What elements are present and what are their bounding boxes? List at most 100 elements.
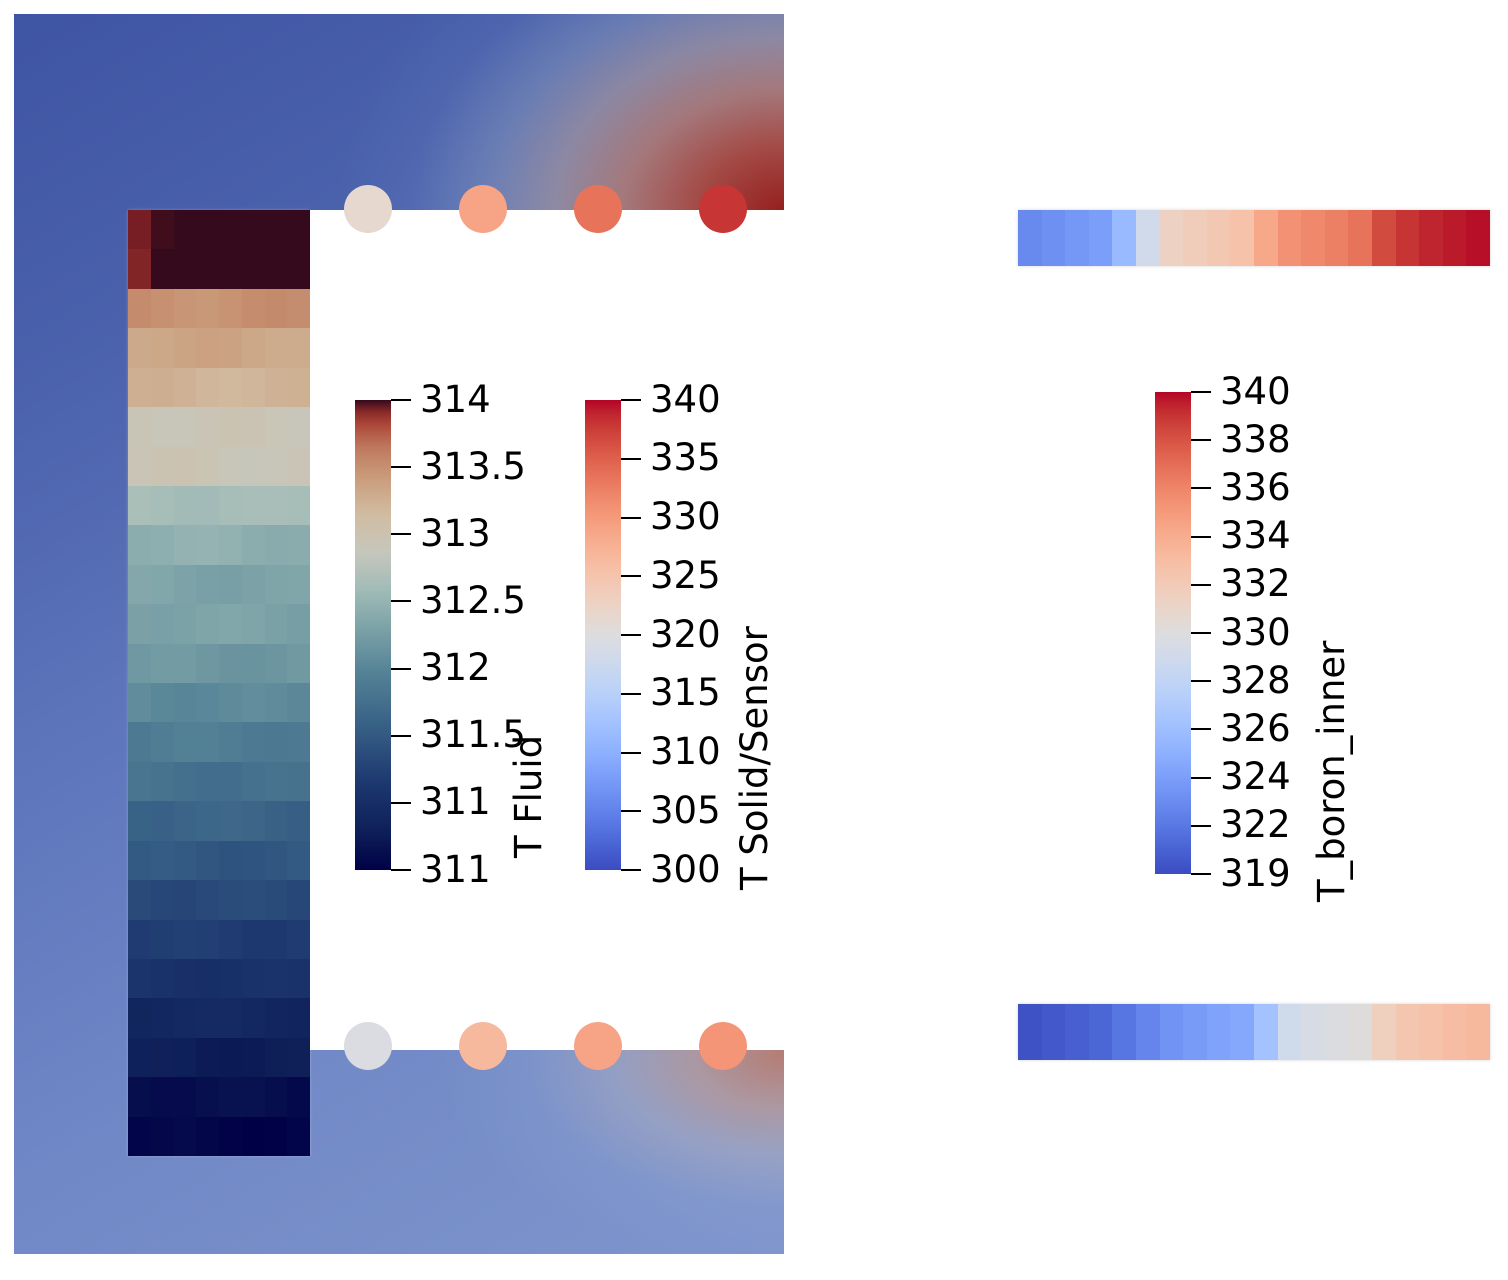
fluid-cell — [219, 801, 242, 841]
tick-mark — [1191, 535, 1211, 538]
tick-mark — [1191, 391, 1211, 393]
fluid-cell — [264, 801, 288, 841]
fluid-cell — [128, 958, 151, 999]
fluid-cell — [196, 367, 219, 408]
tick-label: 312.5 — [420, 578, 526, 622]
tick-label: 330 — [650, 495, 721, 538]
tick-mark — [1191, 873, 1211, 875]
fluid-cell — [150, 1037, 174, 1078]
fluid-cell — [173, 998, 197, 1038]
fluid-cell — [173, 446, 197, 486]
fluid-cell — [150, 761, 174, 802]
fluid-cell — [287, 525, 310, 565]
fluid-cell — [173, 564, 197, 605]
fluid-cell — [128, 407, 151, 447]
fluid-cell — [173, 485, 197, 526]
fluid-cell — [173, 249, 197, 289]
boron-strip-segment — [1065, 210, 1089, 266]
fluid-cell — [196, 564, 219, 605]
boron-strip-segment — [1088, 210, 1113, 266]
fluid-cell — [196, 446, 219, 486]
fluid-cell — [264, 761, 288, 802]
fluid-cell — [150, 919, 174, 959]
fluid-cell — [241, 722, 265, 762]
tick-label: 300 — [650, 847, 721, 891]
colorbar-t-boron-inner: 340 338 336 334 332 330 328 326 324 322 319 T_boro… — [1155, 373, 1365, 902]
tick-label: 311 — [420, 847, 491, 891]
fluid-cell — [264, 407, 288, 447]
fluid-cell — [150, 643, 174, 683]
fluid-cell — [241, 249, 265, 289]
fluid-cell — [219, 840, 242, 881]
tick-label: 325 — [650, 553, 721, 597]
tick-mark — [1191, 728, 1211, 731]
boron-strip-segment — [1253, 210, 1278, 266]
fluid-cell — [287, 761, 310, 802]
tick-label: 314 — [420, 377, 491, 421]
fluid-cell — [128, 367, 151, 408]
fluid-cell — [173, 761, 197, 802]
fluid-cell — [196, 958, 219, 999]
fluid-cell — [219, 328, 242, 368]
tick-label: 310 — [650, 730, 721, 773]
fluid-cell — [128, 525, 151, 565]
tick-mark — [621, 634, 641, 636]
fluid-cell — [264, 998, 288, 1038]
fluid-cell — [128, 722, 151, 762]
fluid-cell — [264, 210, 288, 250]
fluid-cell — [196, 1116, 219, 1156]
fluid-cell — [264, 525, 288, 565]
sensor-top-4 — [699, 185, 747, 233]
fluid-cell — [241, 1116, 265, 1156]
fluid-cell — [287, 880, 310, 920]
fluid-cell — [128, 880, 151, 920]
fluid-cell — [241, 564, 265, 605]
tick-label: 334 — [1220, 514, 1291, 558]
fluid-cell — [196, 998, 219, 1038]
boron-strip-segment — [1112, 210, 1136, 266]
fluid-cell — [196, 761, 219, 802]
boron-strip-segment — [1206, 1004, 1231, 1060]
boron-strip-segment — [1371, 1004, 1396, 1060]
fluid-cell — [287, 564, 310, 605]
boron-strip-segment — [1088, 1004, 1113, 1060]
fluid-cell — [150, 525, 174, 565]
fluid-cell — [241, 446, 265, 486]
fluid-cell — [196, 643, 219, 683]
fluid-cell — [287, 288, 310, 329]
tick-mark — [621, 692, 641, 695]
fluid-cell — [287, 683, 310, 723]
fluid-cell — [287, 1116, 310, 1156]
fluid-cell — [264, 958, 288, 999]
tick-mark — [1191, 632, 1211, 634]
tick-label: 326 — [1220, 706, 1291, 750]
fluid-cell — [196, 1077, 219, 1117]
fluid-cell — [173, 525, 197, 565]
fluid-cell — [287, 801, 310, 841]
boron-strip-segment — [1466, 210, 1490, 266]
tick-mark — [621, 810, 641, 813]
sensor-bottom-1 — [344, 1022, 392, 1070]
tick-label: 312 — [420, 646, 491, 690]
sensor-bottom-4 — [699, 1022, 747, 1070]
fluid-cell — [150, 288, 174, 329]
fluid-cell — [173, 722, 197, 762]
fluid-cell — [173, 1077, 197, 1117]
fluid-cell — [150, 367, 174, 408]
fluid-cell — [264, 485, 288, 526]
boron-strip-segment — [1301, 1004, 1325, 1060]
tick-label: 311 — [420, 780, 491, 824]
boron-strip-segment — [1183, 1004, 1207, 1060]
fluid-cell — [241, 485, 265, 526]
fluid-cell — [219, 525, 242, 565]
fluid-cell — [173, 367, 197, 408]
fluid-cell — [196, 604, 219, 644]
fluid-cell — [196, 210, 219, 250]
colorbar-t-solid-sensor-gradient — [585, 400, 621, 870]
fluid-cell — [173, 328, 197, 368]
fluid-cell — [264, 643, 288, 683]
fluid-cell — [128, 919, 151, 959]
fluid-cell — [287, 1037, 310, 1078]
boron-strip-segment — [1041, 1004, 1066, 1060]
boron-strip-segment — [1442, 210, 1467, 266]
